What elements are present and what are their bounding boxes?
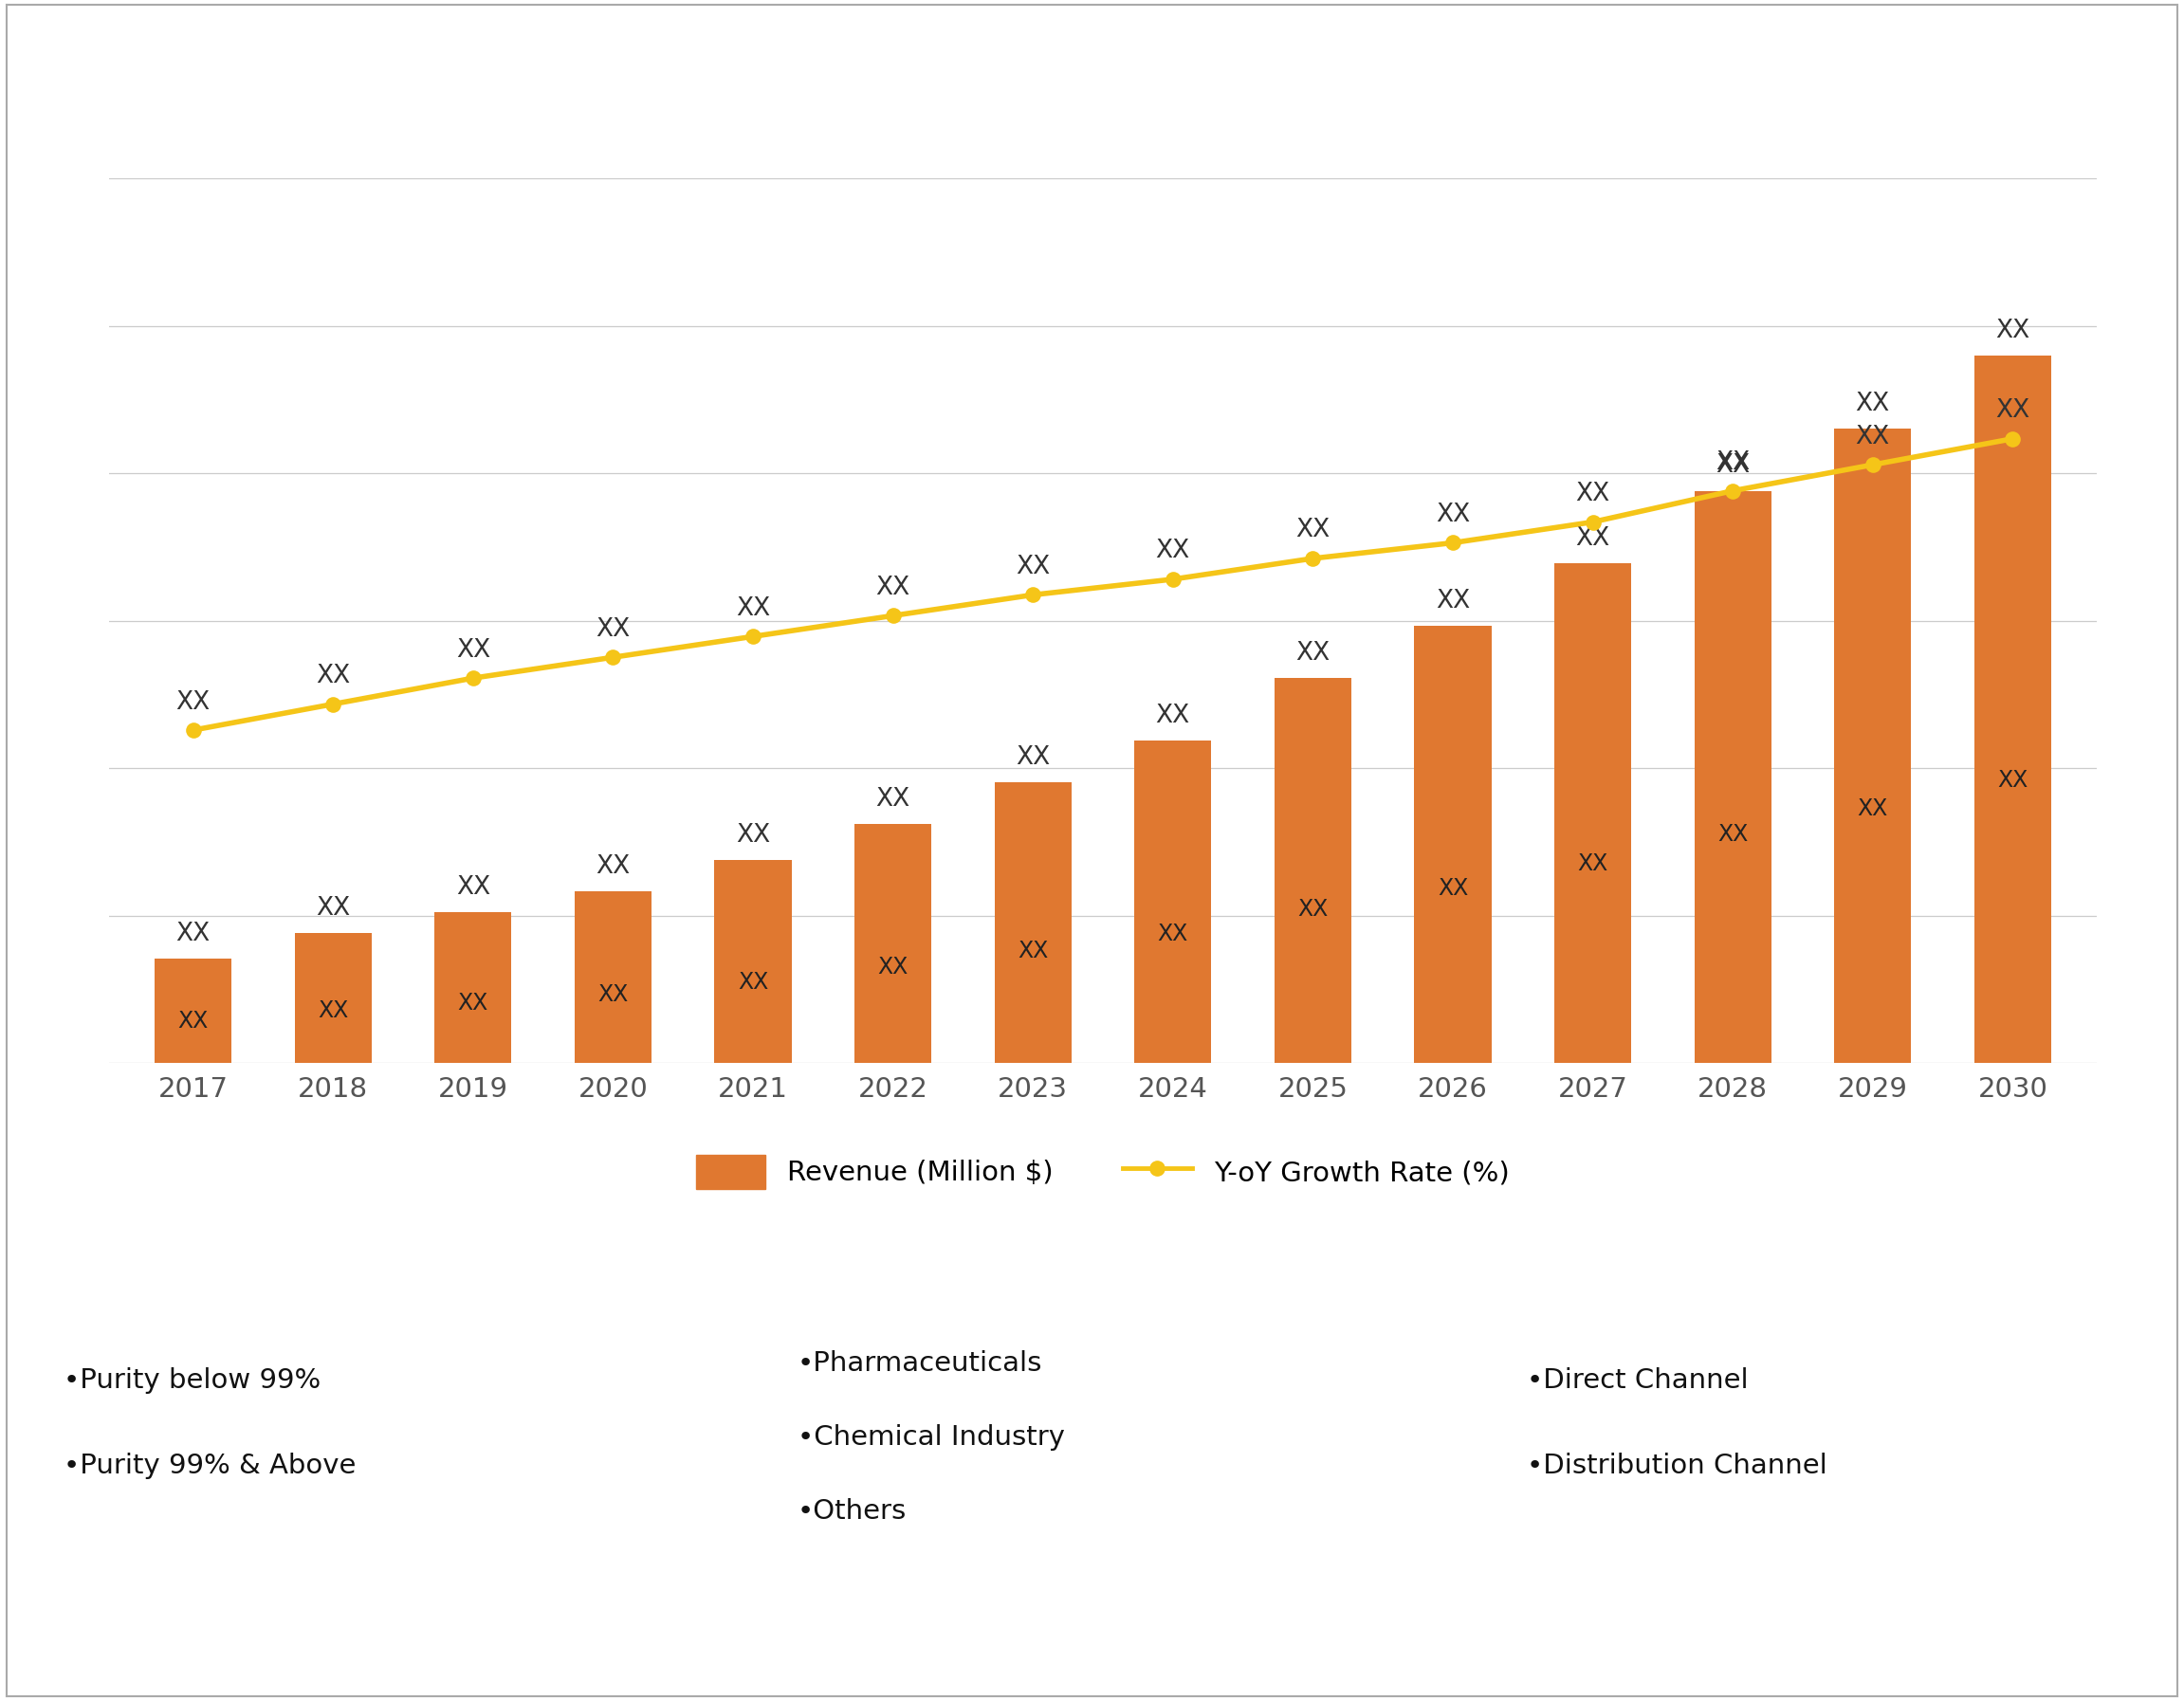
Text: XX: XX xyxy=(1016,555,1051,580)
Bar xyxy=(1415,626,1492,1063)
Bar xyxy=(1835,429,1911,1063)
Text: Application: Application xyxy=(998,1240,1190,1269)
Text: XX: XX xyxy=(1295,641,1330,665)
Text: Source: Theindustrystats Analysis: Source: Theindustrystats Analysis xyxy=(48,1640,531,1664)
Bar xyxy=(1974,356,2051,1063)
Text: XX: XX xyxy=(1577,852,1607,874)
Text: XX: XX xyxy=(1717,823,1747,845)
Text: XX: XX xyxy=(1155,539,1190,563)
Text: XX: XX xyxy=(1575,527,1610,551)
Text: XX: XX xyxy=(1016,745,1051,769)
Text: XX: XX xyxy=(1856,798,1887,820)
Bar xyxy=(295,934,371,1063)
Text: XX: XX xyxy=(876,575,911,600)
Text: XX: XX xyxy=(1158,922,1188,946)
Bar xyxy=(994,782,1072,1063)
Bar xyxy=(1133,740,1212,1063)
Text: Product Types: Product Types xyxy=(240,1240,480,1269)
Text: XX: XX xyxy=(876,786,911,811)
Text: XX: XX xyxy=(1155,704,1190,728)
Text: •Purity below 99%: •Purity below 99% xyxy=(63,1368,321,1395)
Text: XX: XX xyxy=(596,617,631,641)
Text: XX: XX xyxy=(1717,451,1749,475)
Text: XX: XX xyxy=(598,983,629,1005)
Bar xyxy=(714,861,791,1063)
Text: XX: XX xyxy=(736,597,771,621)
Text: XX: XX xyxy=(319,1000,349,1022)
Text: XX: XX xyxy=(596,854,631,879)
Text: XX: XX xyxy=(317,663,349,689)
Text: XX: XX xyxy=(459,992,489,1014)
Text: •Others: •Others xyxy=(797,1499,906,1524)
Text: •Pharmaceuticals: •Pharmaceuticals xyxy=(797,1351,1042,1378)
Text: XX: XX xyxy=(456,874,489,900)
Text: XX: XX xyxy=(177,1010,207,1033)
Text: XX: XX xyxy=(456,638,489,662)
Text: XX: XX xyxy=(1297,898,1328,920)
Text: XX: XX xyxy=(738,971,769,993)
Text: Email: sales@theindustrystats.com: Email: sales@theindustrystats.com xyxy=(786,1640,1282,1664)
Text: •Distribution Channel: •Distribution Channel xyxy=(1527,1453,1828,1480)
Text: XX: XX xyxy=(317,896,349,920)
Bar xyxy=(1555,563,1631,1063)
Text: XX: XX xyxy=(1435,589,1470,614)
Bar xyxy=(1275,679,1352,1063)
Text: XX: XX xyxy=(1575,481,1610,507)
Bar xyxy=(1695,492,1771,1063)
Text: XX: XX xyxy=(1998,769,2029,791)
Text: XX: XX xyxy=(1717,454,1749,478)
Text: XX: XX xyxy=(878,956,909,978)
Text: Fig. Global 1,4-Diisocyanatobutane Market Status and Outlook: Fig. Global 1,4-Diisocyanatobutane Marke… xyxy=(28,44,1424,83)
Text: XX: XX xyxy=(1437,878,1468,900)
Legend: Revenue (Million $), Y-oY Growth Rate (%): Revenue (Million $), Y-oY Growth Rate (%… xyxy=(686,1143,1520,1199)
Text: XX: XX xyxy=(1295,519,1330,543)
Text: Website: www.theindustrystats.com: Website: www.theindustrystats.com xyxy=(1507,1640,2020,1664)
Text: XX: XX xyxy=(1856,425,1889,449)
Bar xyxy=(155,959,232,1063)
Bar xyxy=(435,912,511,1063)
Text: XX: XX xyxy=(1856,391,1889,415)
Text: XX: XX xyxy=(736,823,771,847)
Text: XX: XX xyxy=(1996,318,2029,344)
Text: XX: XX xyxy=(1996,398,2029,424)
Text: XX: XX xyxy=(177,922,210,946)
Bar xyxy=(574,891,651,1063)
Bar xyxy=(854,823,930,1063)
Text: XX: XX xyxy=(177,691,210,714)
Text: •Chemical Industry: •Chemical Industry xyxy=(797,1424,1066,1451)
Text: XX: XX xyxy=(1435,502,1470,527)
Text: •Purity 99% & Above: •Purity 99% & Above xyxy=(63,1453,356,1480)
Text: Sales Channels: Sales Channels xyxy=(1695,1240,1952,1269)
Text: XX: XX xyxy=(1018,939,1048,963)
Text: •Direct Channel: •Direct Channel xyxy=(1527,1368,1749,1395)
